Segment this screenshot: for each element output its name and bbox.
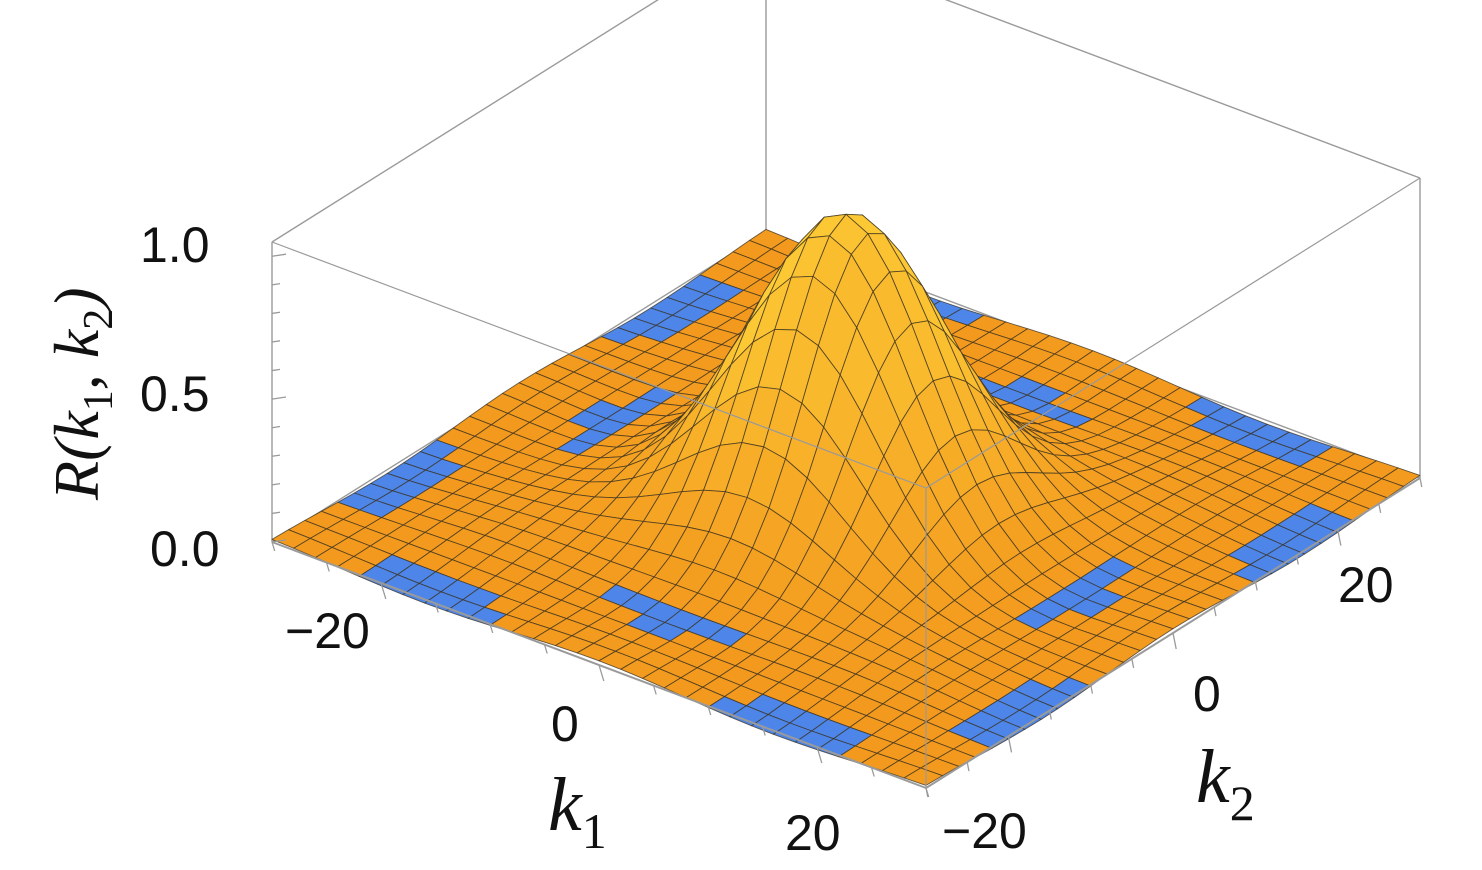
y-tick-mark (1007, 736, 1013, 753)
box-edge (271, 241, 927, 489)
axis-ticks (271, 253, 1423, 798)
x-tick-mark (816, 746, 823, 764)
y-tick-mark (1337, 529, 1342, 546)
z-tick-label: 0.5 (140, 366, 210, 422)
z-tick-mark (271, 511, 281, 515)
x-tick-labels: −20 0 20 (285, 603, 841, 861)
y-tick-mark (1131, 658, 1135, 668)
x-tick-mark (707, 705, 712, 716)
z-tick-mark (271, 253, 287, 257)
x-tick-mark (761, 726, 766, 736)
y-tick-label: 0 (1193, 666, 1221, 722)
z-tick-mark (271, 311, 281, 315)
z-tick-mark (271, 340, 281, 343)
x-tick-mark (598, 664, 605, 682)
z-tick-label: 1.0 (140, 217, 210, 273)
y-tick-mark (1254, 581, 1258, 591)
y-tick-mark (1378, 503, 1382, 513)
x-axis-label: k1 (548, 763, 607, 859)
box-edge (925, 177, 1421, 489)
z-tick-mark (271, 283, 281, 286)
x-tick-mark (870, 767, 875, 777)
y-tick-mark (966, 762, 970, 772)
y-tick-mark (925, 787, 929, 798)
y-tick-mark (1295, 555, 1299, 565)
y-tick-mark (1048, 710, 1052, 720)
x-tick-mark (380, 582, 387, 600)
x-tick-mark (652, 685, 657, 695)
x-tick-label: 0 (551, 696, 579, 752)
y-tick-mark (1419, 477, 1423, 488)
surface-mesh (271, 213, 1421, 786)
box-edge (944, 0, 1421, 179)
z-tick-mark (271, 539, 287, 543)
x-tick-mark (543, 644, 548, 654)
z-tick-mark (271, 425, 281, 429)
z-tick-mark (271, 368, 281, 372)
y-tick-mark (1213, 607, 1217, 617)
z-tick-mark (271, 454, 281, 457)
x-tick-mark (271, 541, 276, 552)
surface-patch (903, 767, 943, 786)
z-axis-label: R(k1, k2) (41, 287, 122, 501)
y-tick-label: −20 (942, 803, 1027, 859)
z-tick-mark (271, 483, 281, 486)
y-axis-label: k2 (1196, 735, 1255, 831)
z-tick-label: 0.0 (150, 521, 220, 577)
box-edge (271, 0, 659, 243)
x-tick-mark (325, 562, 330, 572)
y-tick-mark (1090, 684, 1094, 694)
y-tick-mark (1172, 632, 1177, 650)
y-tick-label: 20 (1338, 557, 1394, 613)
y-tick-labels: 20 0 −20 (942, 557, 1394, 859)
x-tick-mark (434, 603, 439, 613)
x-tick-mark (489, 623, 494, 634)
x-tick-label: 20 (785, 805, 841, 861)
z-tick-mark (271, 396, 287, 400)
x-tick-label: −20 (285, 603, 370, 659)
z-tick-labels: 1.0 0.5 0.0 (140, 217, 220, 577)
